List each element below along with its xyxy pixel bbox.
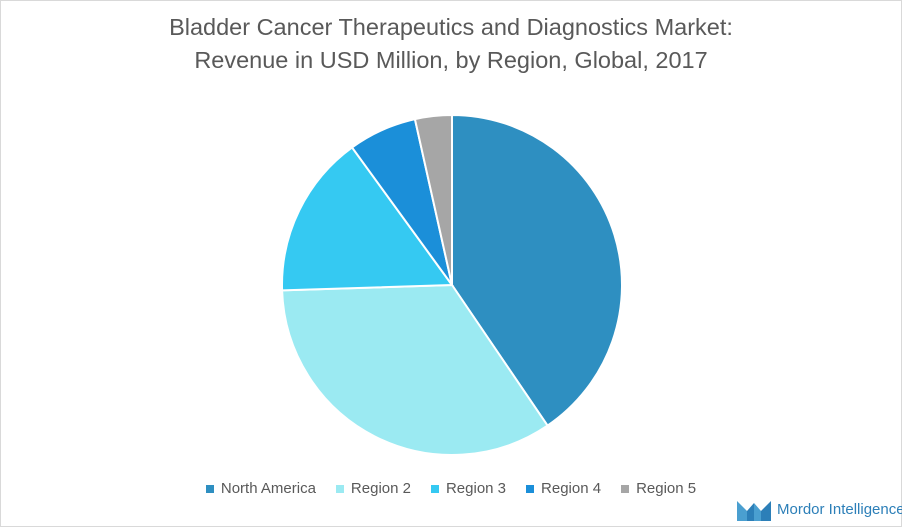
pie-chart [281, 113, 623, 456]
legend-swatch [621, 484, 630, 493]
legend-item-region-5: Region 5 [621, 480, 696, 497]
legend-item-region-2: Region 2 [335, 480, 411, 497]
legend-swatch [526, 484, 535, 493]
chart-legend: North America Region 2 Region 3 Region 4 Reg… [1, 480, 901, 497]
legend-item-region-3: Region 3 [430, 480, 507, 497]
pie-slice-region-3 [281, 146, 454, 292]
legend-swatch [335, 484, 344, 493]
pie-slice-region-5 [413, 113, 453, 286]
legend-label: Region 4 [541, 480, 602, 497]
pie-slice-region-2 [281, 283, 549, 456]
mordor-intelligence-logo: Mordor Intelligence [737, 496, 902, 522]
legend-item-north-america: North America [205, 480, 316, 497]
legend-label: Region 2 [350, 480, 411, 497]
legend-item-region-4: Region 4 [526, 480, 601, 497]
legend-label: Region 3 [445, 480, 507, 497]
chart-title-line-2: Revenue in USD Million, by Region, Globa… [194, 47, 708, 73]
legend-label: Region 5 [636, 480, 697, 497]
legend-label: North America [220, 480, 316, 497]
pie-slice-north-america [451, 113, 623, 427]
legend-swatch [430, 484, 439, 493]
legend-swatch [205, 484, 214, 493]
chart-title-line-1: Bladder Cancer Therapeutics and Diagnost… [169, 14, 733, 40]
chart-title: Bladder Cancer Therapeutics and Diagnost… [1, 11, 901, 77]
logo-text: Mordor Intelligence [777, 500, 902, 518]
mordor-logo-icon [737, 501, 771, 521]
